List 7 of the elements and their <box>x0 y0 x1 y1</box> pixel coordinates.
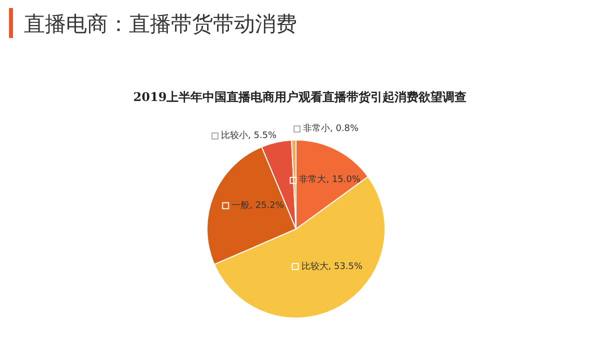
slice-label: 非常大, 15.0% <box>299 174 362 188</box>
slice-label: 比较小, 5.5% <box>221 130 278 143</box>
chart-subtitle: 2019上半年中国直播电商用户观看直播带货引起消费欲望调查 <box>133 90 467 104</box>
slice-label: 比较大, 53.5% <box>301 260 364 274</box>
slice-label: 一般, 25.2% <box>232 200 285 213</box>
chart-title: 直播电商：直播带货带动消费 <box>24 12 297 36</box>
slice-label: 非常小, 0.8% <box>303 123 360 136</box>
